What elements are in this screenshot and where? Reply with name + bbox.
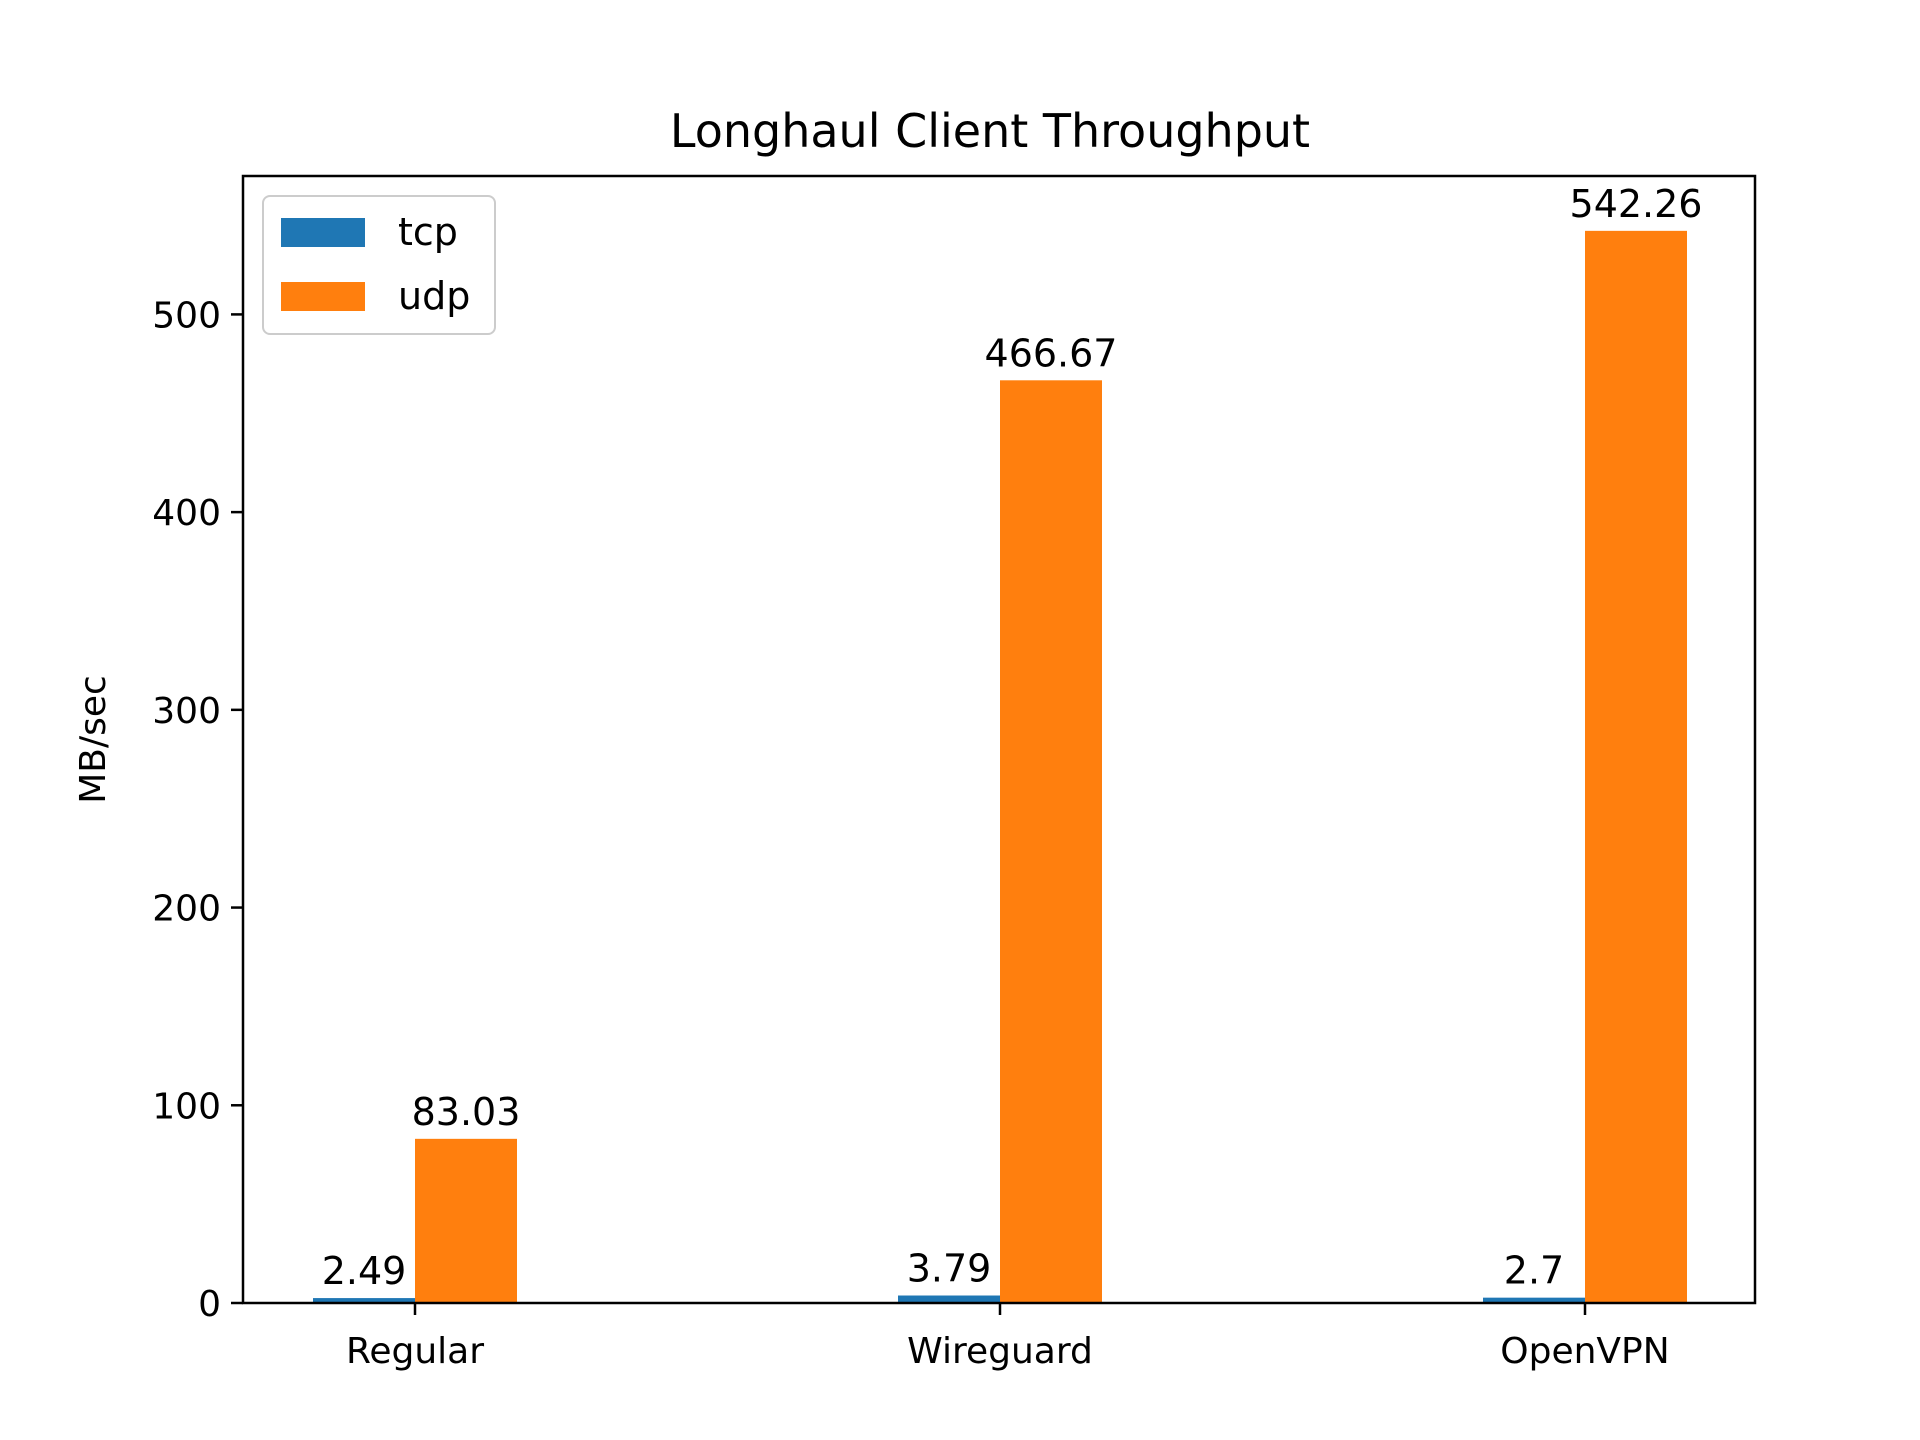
bar-udp-openvpn	[1585, 230, 1687, 1304]
legend-label-tcp: tcp	[398, 210, 458, 254]
x-tick-label-regular: Regular	[346, 1331, 484, 1372]
bar-udp-wireguard	[1000, 380, 1102, 1303]
legend: tcp udp	[262, 195, 496, 335]
y-tick-label-0: 0	[198, 1284, 221, 1325]
y-tick-label-200: 200	[152, 889, 221, 930]
y-tick-label-100: 100	[152, 1086, 221, 1127]
bar-tcp-wireguard	[898, 1295, 1000, 1303]
legend-swatch-udp	[281, 282, 365, 311]
y-tick-label-300: 300	[152, 691, 221, 732]
data-label-tcp-openvpn: 2.7	[1504, 1249, 1564, 1293]
bar-udp-regular	[415, 1138, 517, 1303]
data-label-tcp-regular: 2.49	[322, 1249, 407, 1293]
y-tick-label-400: 400	[152, 493, 221, 534]
data-label-udp-regular: 83.03	[412, 1090, 521, 1134]
data-label-udp-wireguard: 466.67	[985, 331, 1118, 375]
x-axis: Regular Wireguard OpenVPN	[346, 1303, 1670, 1372]
data-labels-group: 2.49 83.03 3.79 466.67 2.7 542.26	[322, 182, 1703, 1293]
x-tick-label-openvpn: OpenVPN	[1500, 1331, 1669, 1372]
y-tick-label-500: 500	[152, 295, 221, 336]
data-label-udp-openvpn: 542.26	[1570, 182, 1703, 226]
bars-group	[313, 230, 1687, 1304]
bar-tcp-regular	[313, 1298, 415, 1303]
bar-tcp-openvpn	[1483, 1297, 1585, 1303]
plot-area-frame	[241, 174, 1757, 1305]
legend-swatch-tcp	[281, 218, 365, 247]
y-axis-label: MB/sec	[73, 675, 114, 804]
legend-label-udp: udp	[398, 274, 470, 318]
chart-title: Longhaul Client Throughput	[670, 104, 1310, 158]
x-tick-label-wireguard: Wireguard	[907, 1331, 1093, 1372]
y-axis: 0 100 200 300 400 500	[152, 295, 243, 1325]
data-label-tcp-wireguard: 3.79	[907, 1247, 992, 1291]
